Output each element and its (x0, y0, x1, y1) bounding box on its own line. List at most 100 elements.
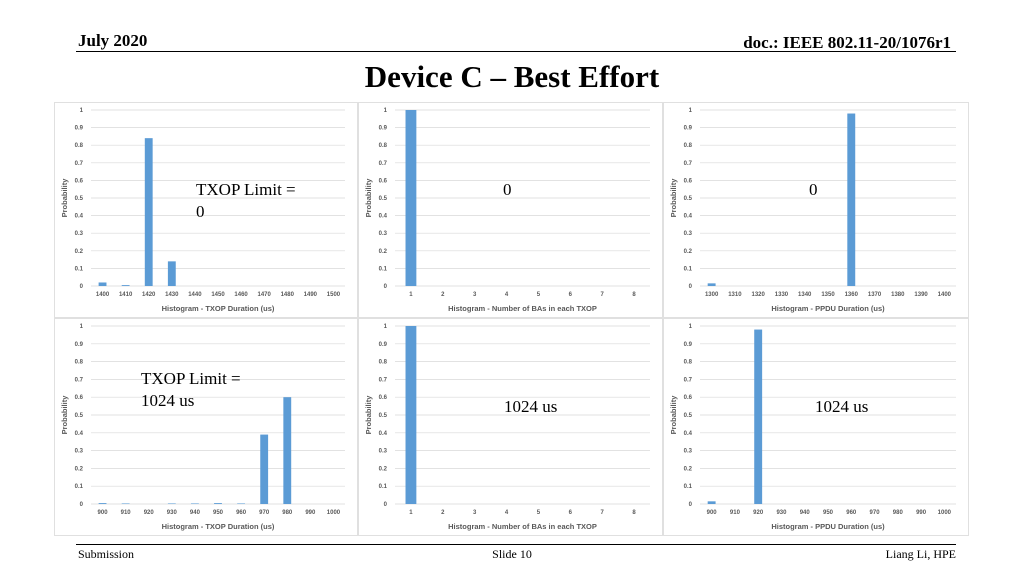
y-tick-label: 0.6 (379, 395, 388, 401)
bar (237, 503, 246, 504)
y-tick-label: 0.6 (684, 178, 693, 184)
x-tick-label: 950 (823, 510, 834, 516)
x-tick-label: 920 (753, 510, 764, 516)
x-tick-label: 1430 (165, 292, 179, 298)
bar (167, 503, 176, 504)
x-tick-label: 1350 (821, 292, 835, 298)
bar (121, 285, 130, 286)
x-axis-title: Histogram - Number of BAs in each TXOP (448, 522, 597, 531)
overlay-txop-limit-0: TXOP Limit = 0 (196, 180, 296, 221)
x-tick-label: 1340 (798, 292, 812, 298)
overlay-ba-1024: 1024 us (504, 397, 558, 416)
x-tick-label: 1410 (119, 292, 133, 298)
y-axis-title: Probability (364, 178, 373, 218)
x-tick-label: 7 (601, 292, 605, 298)
x-tick-label: 960 (236, 510, 247, 516)
x-tick-label: 900 (98, 510, 109, 516)
x-tick-label: 1320 (752, 292, 766, 298)
x-axis-title: Histogram - Number of BAs in each TXOP (448, 304, 597, 313)
y-tick-label: 0.1 (379, 266, 388, 272)
y-tick-label: 1 (689, 108, 693, 114)
x-tick-label: 1360 (845, 292, 859, 298)
y-tick-label: 0.8 (75, 360, 84, 366)
y-tick-label: 0.2 (75, 466, 84, 472)
y-tick-label: 0.4 (75, 214, 84, 220)
y-tick-label: 0.7 (684, 161, 693, 167)
x-tick-label: 8 (632, 292, 636, 298)
overlay-ppdu-1024: 1024 us (815, 397, 869, 416)
chart-svg-txop-0: 0 0.1 0.2 0.3 0.4 0.5 0.6 0.7 0.8 0.9 1 1400 1410 142… (60, 108, 345, 313)
x-tick-label: 2 (441, 292, 445, 298)
y-tick-label: 0.5 (379, 413, 388, 419)
x-tick-label: 930 (167, 510, 178, 516)
x-tick-label: 1330 (775, 292, 789, 298)
y-tick-label: 0.4 (75, 431, 84, 437)
chart-panel-ppdu-0: 0 0.1 0.2 0.3 0.4 0.5 0.6 0.7 0.8 0.9 1 1300 1310 132… (663, 102, 969, 318)
y-tick-label: 0.5 (75, 413, 84, 419)
x-tick-label: 1490 (304, 292, 318, 298)
y-tick-label: 0.8 (379, 360, 388, 366)
y-tick-label: 0.9 (75, 342, 84, 348)
y-tick-label: 0.9 (684, 126, 693, 132)
y-tick-label: 1 (384, 108, 388, 114)
y-axis-title: Probability (669, 178, 678, 218)
x-tick-label: 1400 (96, 292, 110, 298)
y-tick-label: 0 (80, 502, 84, 508)
x-tick-label: 1480 (281, 292, 295, 298)
x-tick-label: 7 (601, 510, 605, 516)
y-axis-title: Probability (60, 178, 69, 218)
x-tick-label: 940 (800, 510, 811, 516)
y-axis-title: Probability (669, 395, 678, 435)
x-tick-label: 1000 (938, 510, 952, 516)
y-tick-label: 0.5 (684, 196, 693, 202)
bar (190, 503, 199, 504)
y-tick-label: 0.4 (684, 214, 693, 220)
footer-slide-number: Slide 10 (492, 547, 532, 561)
x-tick-label: 920 (144, 510, 155, 516)
x-tick-label: 1000 (327, 510, 341, 516)
x-tick-label: 910 (730, 510, 741, 516)
x-tick-label: 1370 (868, 292, 882, 298)
y-tick-label: 0.7 (684, 377, 693, 383)
y-tick-label: 0.7 (379, 377, 388, 383)
x-tick-label: 930 (776, 510, 787, 516)
y-axis-title: Probability (60, 395, 69, 435)
header-doc-id: doc.: IEEE 802.11-20/1076r1 (743, 33, 951, 52)
bar (121, 503, 130, 504)
x-tick-label: 2 (441, 510, 445, 516)
x-tick-label: 3 (473, 510, 477, 516)
x-tick-label: 8 (632, 510, 636, 516)
chart-svg-ba-1024: 0 0.1 0.2 0.3 0.4 0.5 0.6 0.7 0.8 0.9 1 1 2 3 4 5 6 7 8 His… (364, 324, 650, 531)
y-tick-label: 0.7 (379, 161, 388, 167)
chart-svg-txop-1024: 0 0.1 0.2 0.3 0.4 0.5 0.6 0.7 0.8 0.9 1 900 910 920 93… (60, 324, 345, 531)
y-tick-label: 0.8 (684, 360, 693, 366)
x-tick-label: 1440 (188, 292, 202, 298)
x-tick-label: 4 (505, 292, 509, 298)
chart-panel-ba-1024: 0 0.1 0.2 0.3 0.4 0.5 0.6 0.7 0.8 0.9 1 1 2 3 4 5 6 7 8 His… (358, 318, 663, 536)
y-tick-label: 0.6 (684, 395, 693, 401)
x-tick-label: 990 (916, 510, 927, 516)
x-tick-label: 970 (259, 510, 270, 516)
chart-svg-ba-0: 0 0.1 0.2 0.3 0.4 0.5 0.6 0.7 0.8 0.9 1 1 2 3 4 5 6 7 8 His… (364, 108, 650, 313)
x-tick-label: 1460 (234, 292, 248, 298)
y-tick-label: 0.6 (75, 178, 84, 184)
y-tick-label: 0.7 (75, 161, 84, 167)
bar (405, 110, 417, 286)
x-tick-label: 980 (893, 510, 904, 516)
bar (283, 397, 292, 504)
x-tick-label: 6 (569, 292, 573, 298)
x-tick-label: 3 (473, 292, 477, 298)
x-tick-label: 4 (505, 510, 509, 516)
x-tick-label: 1400 (938, 292, 952, 298)
overlay-txop-limit-1024: TXOP Limit = 1024 us (141, 369, 241, 410)
header-date: July 2020 (78, 31, 148, 50)
footer-rule (76, 544, 956, 545)
bar (847, 113, 856, 286)
y-tick-label: 0.7 (75, 377, 84, 383)
x-axis-title: Histogram - TXOP Duration (us) (162, 304, 275, 313)
y-tick-label: 0.5 (684, 413, 693, 419)
y-tick-label: 0.1 (684, 484, 693, 490)
y-tick-label: 0.5 (379, 196, 388, 202)
y-tick-label: 0.6 (75, 395, 84, 401)
x-tick-label: 910 (121, 510, 132, 516)
